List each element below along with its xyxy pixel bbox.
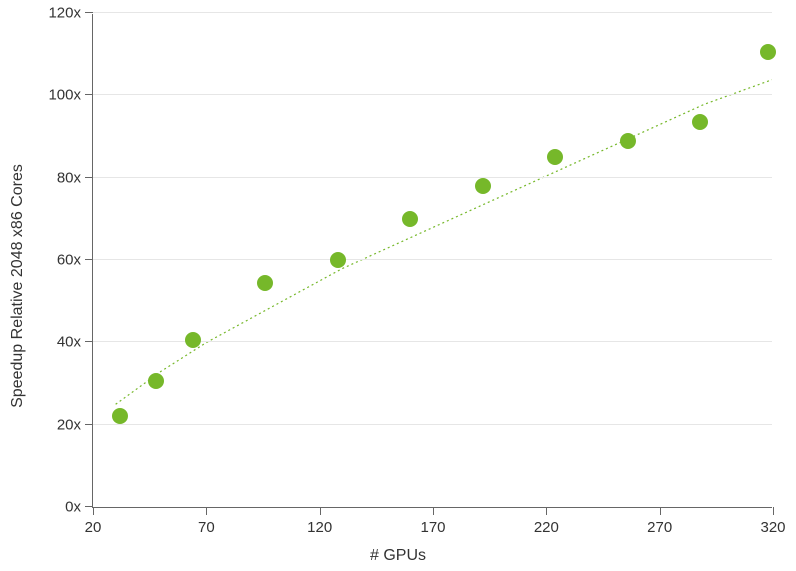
data-point	[112, 408, 128, 424]
data-point	[185, 332, 201, 348]
y-tick-label: 0x	[65, 499, 81, 516]
gridline	[93, 12, 772, 13]
y-tick-label: 20x	[57, 416, 81, 433]
data-point	[692, 114, 708, 130]
x-tick	[660, 507, 661, 515]
data-point	[760, 44, 776, 60]
fit-curve	[93, 14, 772, 507]
data-point	[547, 149, 563, 165]
x-tick-label: 270	[647, 519, 672, 536]
x-tick	[93, 507, 94, 515]
x-tick	[320, 507, 321, 515]
x-axis-title: # GPUs	[370, 547, 426, 565]
x-tick-label: 220	[534, 519, 559, 536]
y-tick-label: 120x	[48, 5, 81, 22]
speedup-chart: Speedup Relative 2048 x86 Cores # GPUs 0…	[0, 0, 796, 571]
data-point	[620, 133, 636, 149]
data-point	[257, 275, 273, 291]
y-tick	[85, 506, 93, 507]
plot-area: 0x20x40x60x80x100x120x207012017022027032…	[92, 14, 772, 508]
fit-line-path	[116, 80, 772, 405]
y-tick-label: 80x	[57, 169, 81, 186]
gridline	[93, 94, 772, 95]
data-point	[475, 178, 491, 194]
gridline	[93, 424, 772, 425]
y-tick	[85, 259, 93, 260]
y-tick	[85, 177, 93, 178]
y-tick-label: 100x	[48, 87, 81, 104]
x-tick	[773, 507, 774, 515]
data-point	[330, 252, 346, 268]
gridline	[93, 177, 772, 178]
x-tick	[206, 507, 207, 515]
x-tick	[433, 507, 434, 515]
y-tick-label: 60x	[57, 252, 81, 269]
y-tick-label: 40x	[57, 334, 81, 351]
y-tick	[85, 94, 93, 95]
y-axis-title: Speedup Relative 2048 x86 Cores	[9, 164, 27, 408]
y-tick	[85, 12, 93, 13]
x-tick-label: 320	[760, 519, 785, 536]
x-tick-label: 70	[198, 519, 215, 536]
data-point	[402, 211, 418, 227]
gridline	[93, 259, 772, 260]
x-tick-label: 170	[420, 519, 445, 536]
x-tick-label: 120	[307, 519, 332, 536]
y-tick	[85, 424, 93, 425]
x-tick-label: 20	[85, 519, 102, 536]
y-tick	[85, 341, 93, 342]
x-tick	[546, 507, 547, 515]
data-point	[148, 373, 164, 389]
